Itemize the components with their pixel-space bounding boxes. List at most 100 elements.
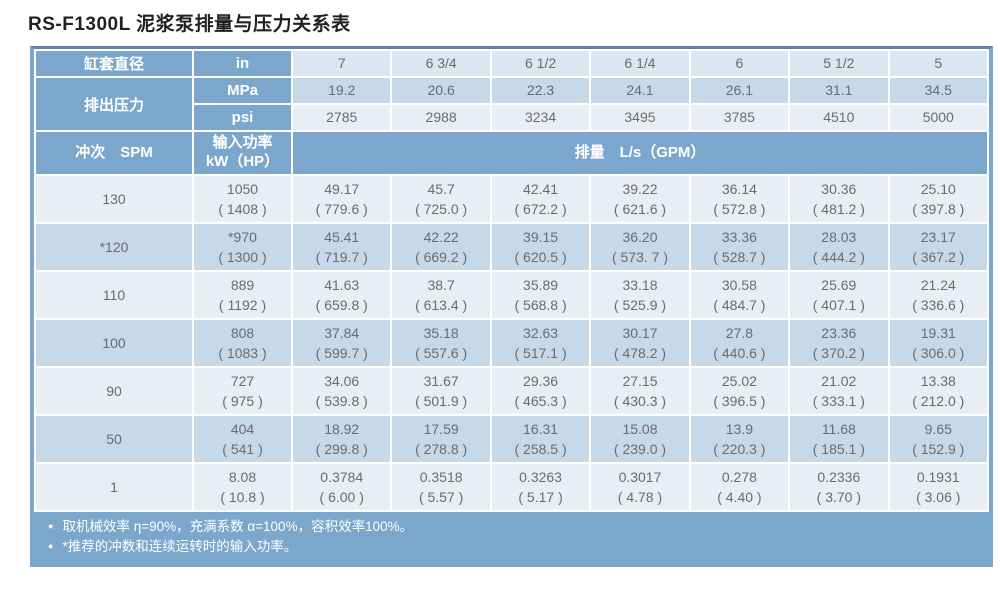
table-row: 130 1050( 1408 ) 49.17( 779.6 ) 45.7( 725.0… <box>36 176 987 222</box>
mpa-value: 19.2 <box>293 78 391 103</box>
liner-diameter-value: 6 3/4 <box>392 51 490 76</box>
flow-value: 49.17( 779.6 ) <box>293 176 391 222</box>
input-power-value: 8.08( 10.8 ) <box>194 464 291 510</box>
liner-diameter-value: 5 <box>889 51 987 76</box>
flow-value: 36.14( 572.8 ) <box>690 176 789 222</box>
psi-value: 2988 <box>392 105 490 130</box>
spm-header: 冲次 SPM <box>36 132 192 174</box>
input-power-value: 727( 975 ) <box>194 368 291 414</box>
flow-value: 0.3784( 6.00 ) <box>293 464 391 510</box>
spm-value: 100 <box>36 320 192 366</box>
flow-value: 34.06( 539.8 ) <box>293 368 391 414</box>
table-row: 50 404( 541 ) 18.92( 299.8 ) 17.59( 278.8 )… <box>36 416 987 462</box>
liner-diameter-label: 缸套直径 <box>36 51 192 76</box>
flow-value: 33.18( 525.9 ) <box>591 272 689 318</box>
liner-diameter-value: 6 1/2 <box>491 51 590 76</box>
flow-value: 41.63( 659.8 ) <box>293 272 391 318</box>
flow-value: 29.36( 465.3 ) <box>491 368 590 414</box>
table-row: 100 808( 1083 ) 37.84( 599.7 ) 35.18( 557.6… <box>36 320 987 366</box>
flow-value: 45.41( 719.7 ) <box>293 224 391 270</box>
flow-value: 23.17( 367.2 ) <box>889 224 987 270</box>
note-line: ● *推荐的冲数和连续运转时的输入功率。 <box>46 537 979 557</box>
mpa-value: 34.5 <box>889 78 987 103</box>
flow-value: 35.18( 557.6 ) <box>392 320 490 366</box>
flow-value: 13.38( 212.0 ) <box>889 368 987 414</box>
flow-rate-header: 排量 L/s（GPM） <box>293 132 987 174</box>
discharge-pressure-label: 排出压力 <box>36 78 192 130</box>
psi-value: 3234 <box>491 105 590 130</box>
flow-value: 39.22( 621.6 ) <box>591 176 689 222</box>
flow-value: 39.15( 620.5 ) <box>491 224 590 270</box>
table-row: 110 889( 1192 ) 41.63( 659.8 ) 38.7( 613.4 … <box>36 272 987 318</box>
table-body: 130 1050( 1408 ) 49.17( 779.6 ) 45.7( 725.0… <box>36 176 987 510</box>
flow-value: 0.278( 4.40 ) <box>690 464 789 510</box>
liner-diameter-value: 6 <box>690 51 789 76</box>
flow-value: 25.69( 407.1 ) <box>790 272 888 318</box>
note-line: ● 取机械效率 η=90%，充满系数 α=100%，容积效率100%。 <box>46 517 979 537</box>
psi-value: 3785 <box>690 105 789 130</box>
liner-diameter-unit: in <box>194 51 291 76</box>
liner-diameter-value: 7 <box>293 51 391 76</box>
input-power-header: 输入功率 kW（HP） <box>194 132 291 174</box>
flow-value: 21.24( 336.6 ) <box>889 272 987 318</box>
flow-value: 17.59( 278.8 ) <box>392 416 490 462</box>
flow-value: 0.3017( 4.78 ) <box>591 464 689 510</box>
psi-unit: psi <box>194 105 291 130</box>
bullet-icon: ● <box>48 521 54 531</box>
note-text: *推荐的冲数和连续运转时的输入功率。 <box>62 538 298 554</box>
psi-value: 3495 <box>591 105 689 130</box>
flow-value: 9.65( 152.9 ) <box>889 416 987 462</box>
page-title: RS-F1300L 泥浆泵排量与压力关系表 <box>28 14 351 35</box>
psi-value: 5000 <box>889 105 987 130</box>
flow-value: 31.67( 501.9 ) <box>392 368 490 414</box>
flow-value: 30.17( 478.2 ) <box>591 320 689 366</box>
input-power-value: 404( 541 ) <box>194 416 291 462</box>
flow-value: 27.8( 440.6 ) <box>690 320 789 366</box>
flow-value: 32.63( 517.1 ) <box>491 320 590 366</box>
table-row: *120 *970( 1300 ) 45.41( 719.7 ) 42.22( 669… <box>36 224 987 270</box>
flow-value: 30.36( 481.2 ) <box>790 176 888 222</box>
flow-value: 28.03( 444.2 ) <box>790 224 888 270</box>
flow-value: 36.20( 573. 7 ) <box>591 224 689 270</box>
flow-value: 30.58( 484.7 ) <box>690 272 789 318</box>
input-power-value: 808( 1083 ) <box>194 320 291 366</box>
input-power-value: 889( 1192 ) <box>194 272 291 318</box>
flow-value: 42.22( 669.2 ) <box>392 224 490 270</box>
table-row: 90 727( 975 ) 34.06( 539.8 ) 31.67( 501.9 )… <box>36 368 987 414</box>
flow-value: 37.84( 599.7 ) <box>293 320 391 366</box>
flow-value: 25.10( 397.8 ) <box>889 176 987 222</box>
psi-value: 2785 <box>293 105 391 130</box>
mpa-unit: MPa <box>194 78 291 103</box>
input-power-value: 1050( 1408 ) <box>194 176 291 222</box>
flow-value: 16.31( 258.5 ) <box>491 416 590 462</box>
flow-value: 0.1931( 3.06 ) <box>889 464 987 510</box>
mpa-value: 26.1 <box>690 78 789 103</box>
flow-value: 0.2336( 3.70 ) <box>790 464 888 510</box>
pressure-mpa-row: 排出压力 MPa 19.2 20.6 22.3 24.1 26.1 31.1 3… <box>36 78 987 130</box>
mpa-value: 31.1 <box>790 78 888 103</box>
flow-value: 18.92( 299.8 ) <box>293 416 391 462</box>
flow-value: 19.31( 306.0 ) <box>889 320 987 366</box>
flow-value: 21.02( 333.1 ) <box>790 368 888 414</box>
spec-table-frame: 缸套直径 in 7 6 3/4 6 1/2 6 1/4 6 5 1/2 5 排出… <box>30 46 993 568</box>
flow-value: 42.41( 672.2 ) <box>491 176 590 222</box>
flow-value: 33.36( 528.7 ) <box>690 224 789 270</box>
flow-value: 45.7( 725.0 ) <box>392 176 490 222</box>
flow-value: 35.89( 568.8 ) <box>491 272 590 318</box>
flow-value: 0.3518( 5.57 ) <box>392 464 490 510</box>
spec-table: 缸套直径 in 7 6 3/4 6 1/2 6 1/4 6 5 1/2 5 排出… <box>34 49 989 512</box>
spm-value: 50 <box>36 416 192 462</box>
mpa-value: 20.6 <box>392 78 490 103</box>
column-header-row: 冲次 SPM 输入功率 kW（HP） 排量 L/s（GPM） <box>36 132 987 174</box>
flow-value: 27.15( 430.3 ) <box>591 368 689 414</box>
mpa-value: 22.3 <box>491 78 590 103</box>
spm-value: 1 <box>36 464 192 510</box>
liner-diameter-row: 缸套直径 in 7 6 3/4 6 1/2 6 1/4 6 5 1/2 5 <box>36 51 987 76</box>
liner-diameter-value: 5 1/2 <box>790 51 888 76</box>
psi-value: 4510 <box>790 105 888 130</box>
note-text: 取机械效率 η=90%，充满系数 α=100%，容积效率100%。 <box>62 519 414 534</box>
bullet-icon: ● <box>48 540 54 551</box>
spm-value: 90 <box>36 368 192 414</box>
pressure-psi-row: psi 2785 2988 3234 3495 3785 4510 5000 <box>36 105 987 130</box>
mpa-value: 24.1 <box>591 78 689 103</box>
